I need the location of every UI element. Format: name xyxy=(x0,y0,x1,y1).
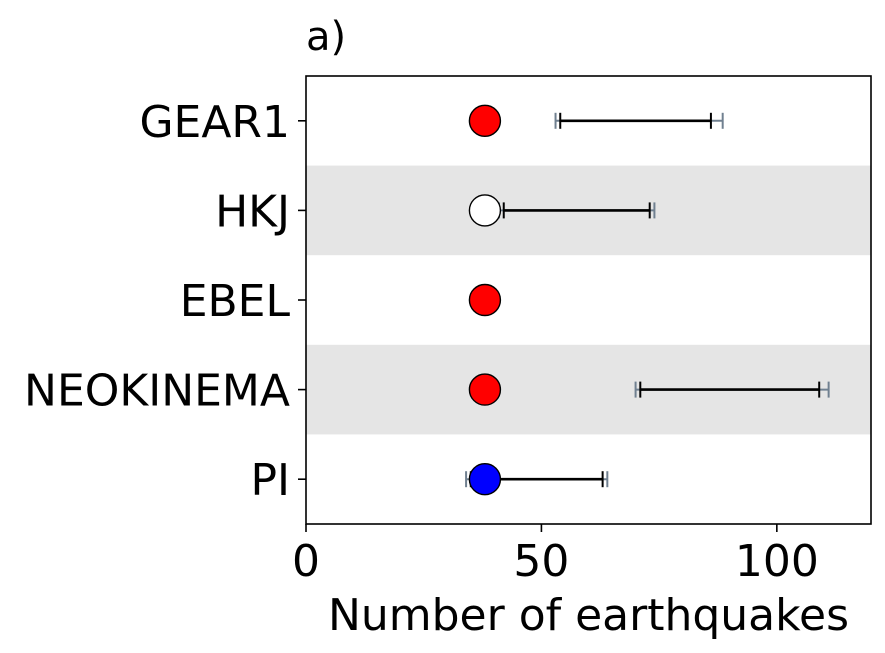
x-tick-label-50: 50 xyxy=(513,536,569,587)
x-tick-label-0: 0 xyxy=(292,536,320,587)
data-point-ebel xyxy=(468,283,502,317)
data-point-pi xyxy=(468,463,502,496)
y-tick-label-hkj: HKJ xyxy=(215,186,290,237)
inner-error-bar-gear1 xyxy=(559,112,712,129)
data-point-neokinema xyxy=(468,373,502,406)
x-axis: 0 50 100 xyxy=(292,524,819,587)
x-tick-label-100: 100 xyxy=(735,536,819,587)
inner-error-bar-neokinema xyxy=(639,381,821,398)
panel-title: a) xyxy=(306,14,346,60)
y-axis: GEAR1 HKJ EBEL NEOKINEMA PI xyxy=(24,97,306,506)
y-tick-label-ebel: EBEL xyxy=(180,276,291,327)
y-tick-label-pi: PI xyxy=(250,455,290,506)
x-axis-title: Number of earthquakes xyxy=(328,590,849,641)
data-points xyxy=(468,104,502,496)
y-tick-label-neokinema: NEOKINEMA xyxy=(24,366,290,417)
plot-frame xyxy=(305,75,872,525)
row-bands xyxy=(306,165,871,435)
y-tick-label-gear1: GEAR1 xyxy=(139,97,290,148)
data-point-hkj xyxy=(468,194,502,227)
data-point-gear1 xyxy=(468,104,502,138)
inner-error-bar-hkj xyxy=(502,202,651,219)
